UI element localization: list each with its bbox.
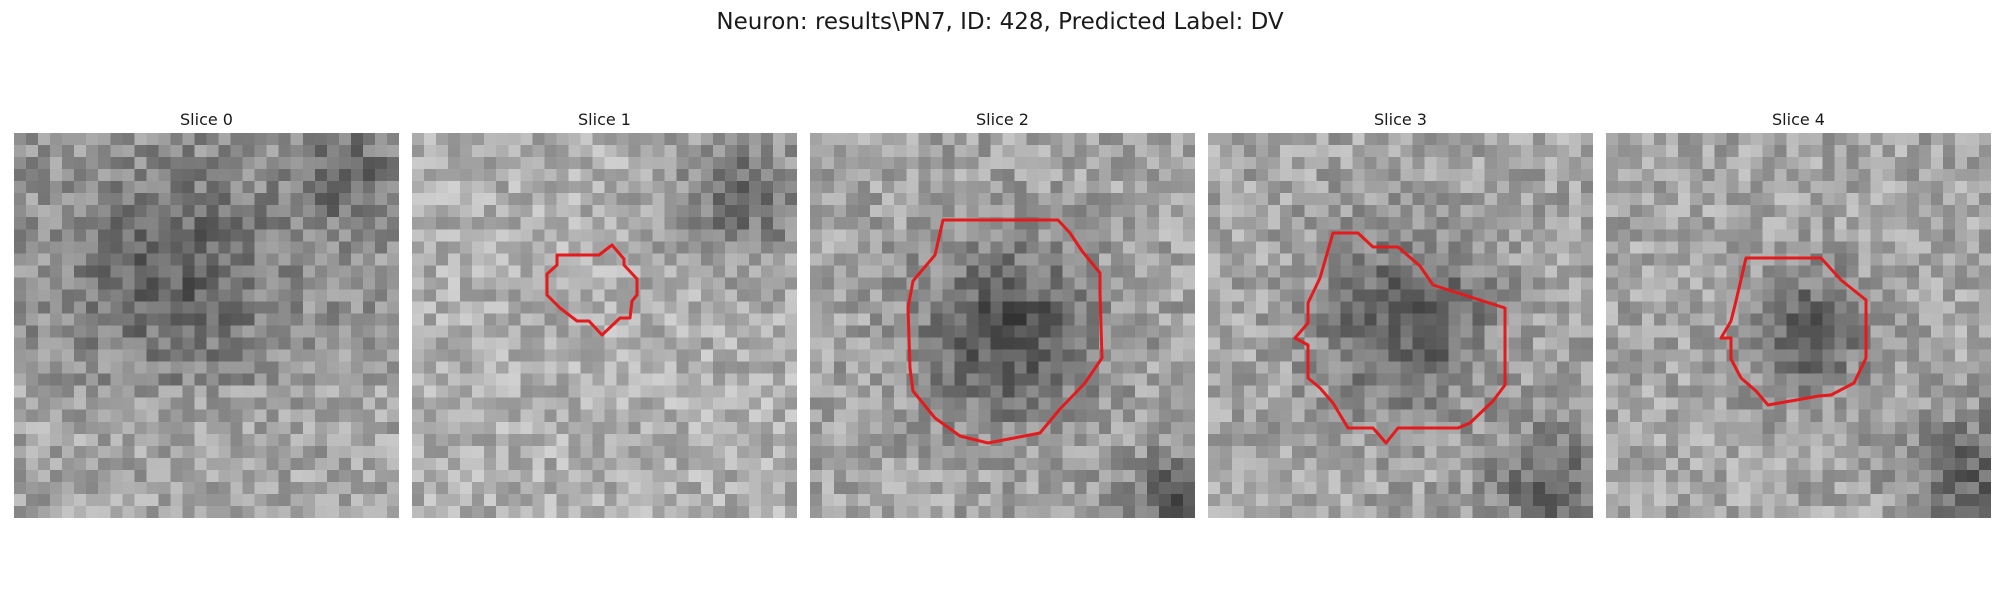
grayscale-image-slice-2	[810, 133, 1195, 518]
grayscale-image-slice-4	[1606, 133, 1991, 518]
cell-contour-slice-4	[1719, 256, 1868, 407]
grayscale-image-slice-1	[412, 133, 797, 518]
panel-title-slice-4: Slice 4	[1772, 110, 1825, 129]
image-panel-slice-4	[1606, 133, 1991, 518]
overlay-slice-3	[1293, 231, 1507, 445]
figure-title: Neuron: results\PN7, ID: 428, Predicted …	[716, 9, 1284, 35]
cell-contour-slice-3	[1293, 231, 1507, 445]
grayscale-image-slice-0	[14, 133, 399, 518]
overlay-slice-2	[906, 218, 1104, 445]
image-panel-slice-3	[1208, 133, 1593, 518]
panel-title-slice-2: Slice 2	[976, 110, 1029, 129]
image-panel-slice-2	[810, 133, 1195, 518]
panel-title-slice-1: Slice 1	[578, 110, 631, 129]
cell-contour-slice-2	[906, 218, 1104, 445]
panel-title-slice-0: Slice 0	[180, 110, 233, 129]
panel-title-slice-3: Slice 3	[1374, 110, 1427, 129]
image-panel-slice-1	[412, 133, 797, 518]
image-panel-slice-0	[14, 133, 399, 518]
cell-contour-slice-1	[545, 243, 639, 337]
overlay-slice-4	[1719, 256, 1868, 407]
grayscale-image-slice-3	[1208, 133, 1593, 518]
overlay-slice-0	[14, 133, 399, 518]
overlay-slice-1	[545, 243, 639, 337]
